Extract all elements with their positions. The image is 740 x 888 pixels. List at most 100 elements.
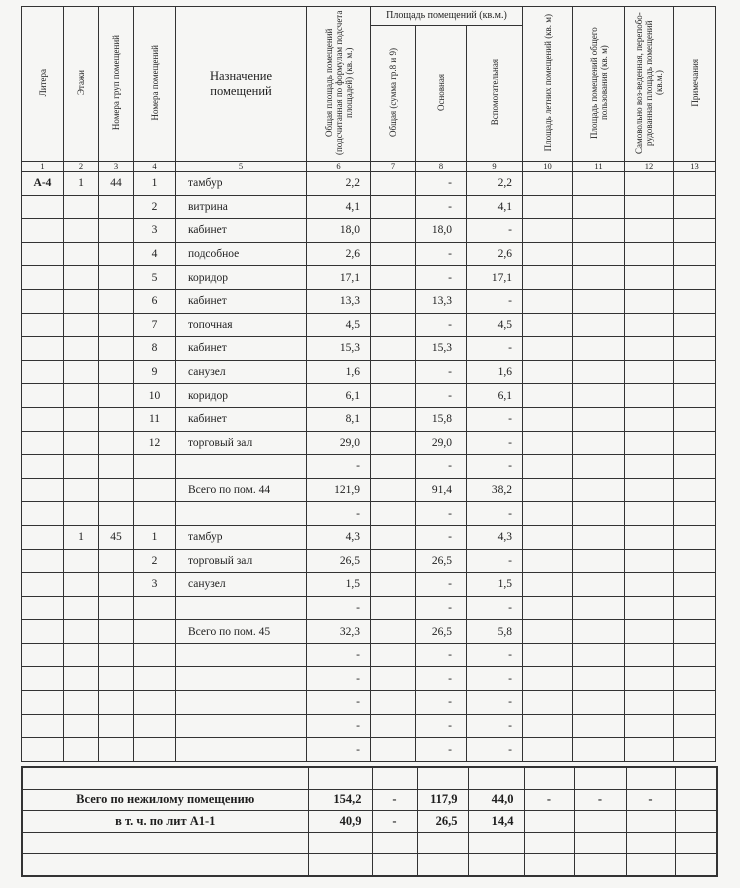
cell-area-total bbox=[370, 406, 416, 432]
cell-common-area bbox=[572, 548, 626, 574]
cell-area-aux: 6,1 bbox=[465, 383, 524, 408]
cell-common-area bbox=[572, 737, 626, 762]
cell-notes bbox=[673, 642, 717, 668]
cell-litera bbox=[21, 572, 64, 597]
cell-group-numbers bbox=[98, 737, 134, 762]
table-row: 2 витрина 4,1-4,1 bbox=[21, 194, 717, 220]
header-unauthorized-area: Самовольно воз-веденная, перепобо-рудова… bbox=[624, 6, 675, 162]
header-summer-area: Площадь летних помещений (кв. м) bbox=[522, 6, 574, 162]
summary-common-area bbox=[573, 853, 627, 876]
cell-common-area bbox=[572, 288, 626, 314]
cell-floors bbox=[63, 383, 99, 408]
column-number: 8 bbox=[415, 161, 467, 172]
cell-area-aux: 1,5 bbox=[465, 572, 524, 597]
cell-litera bbox=[21, 288, 64, 314]
summary-row: в т. ч. по лит А1-1 40,9-26,5 14,4 bbox=[21, 810, 718, 833]
cell-room-numbers: 5 bbox=[133, 265, 176, 290]
cell-summer-area bbox=[522, 383, 574, 408]
cell-area-total bbox=[370, 336, 416, 361]
cell-floors bbox=[63, 595, 99, 621]
cell-room-numbers: 6 bbox=[133, 288, 176, 314]
cell-group-numbers bbox=[98, 501, 134, 526]
cell-area-total bbox=[370, 194, 416, 220]
cell-area-total bbox=[370, 619, 416, 644]
cell-litera bbox=[21, 666, 64, 692]
cell-area-total bbox=[370, 171, 416, 196]
cell-floors: 1 bbox=[63, 171, 99, 196]
cell-unauthorized-area bbox=[624, 454, 675, 479]
cell-unauthorized-area bbox=[624, 666, 675, 692]
cell-total-area: 4,1 bbox=[306, 194, 371, 220]
cell-group-numbers bbox=[98, 194, 134, 220]
summary-area-main: 117,9 bbox=[416, 788, 469, 811]
cell-common-area bbox=[572, 194, 626, 220]
column-number: 11 bbox=[572, 161, 626, 172]
cell-area-aux: 2,6 bbox=[465, 241, 524, 267]
cell-notes bbox=[673, 241, 717, 267]
cell-floors: 1 bbox=[63, 524, 99, 550]
cell-total-area: 15,3 bbox=[306, 336, 371, 361]
header-purpose: Назначение помещений bbox=[175, 6, 307, 162]
column-number: 12 bbox=[624, 161, 675, 172]
cell-area-main: 26,5 bbox=[415, 619, 467, 644]
table-row: --- bbox=[21, 690, 717, 715]
cell-area-main: - bbox=[415, 572, 467, 597]
cell-room-numbers bbox=[133, 713, 176, 739]
cell-area-main: - bbox=[415, 454, 467, 479]
summary-notes bbox=[674, 810, 718, 833]
cell-common-area bbox=[572, 383, 626, 408]
cell-total-area: 8,1 bbox=[306, 406, 371, 432]
cell-summer-area bbox=[522, 572, 574, 597]
column-number: 3 bbox=[98, 161, 134, 172]
cell-total-area: 13,3 bbox=[306, 288, 371, 314]
table-row: 3 кабинет 18,0 18,0- bbox=[21, 218, 717, 243]
cell-group-numbers bbox=[98, 359, 134, 385]
cell-litera bbox=[21, 241, 64, 267]
table-row: 8 кабинет 15,3 15,3- bbox=[21, 336, 717, 361]
cell-common-area bbox=[572, 241, 626, 267]
summary-unauthorized-area bbox=[625, 831, 676, 854]
column-number: 10 bbox=[522, 161, 574, 172]
cell-notes bbox=[673, 524, 717, 550]
cell-floors bbox=[63, 336, 99, 361]
cell-room-numbers: 2 bbox=[133, 194, 176, 220]
cell-group-numbers bbox=[98, 548, 134, 574]
cell-area-total bbox=[370, 288, 416, 314]
cell-summer-area bbox=[522, 477, 574, 503]
cell-area-aux: - bbox=[465, 288, 524, 314]
table-row: --- bbox=[21, 501, 717, 526]
cell-unauthorized-area bbox=[624, 430, 675, 456]
cell-purpose: торговый зал bbox=[175, 548, 307, 574]
cell-area-aux: - bbox=[465, 666, 524, 692]
cell-litera bbox=[21, 430, 64, 456]
cell-notes bbox=[673, 713, 717, 739]
summary-summer-area bbox=[523, 810, 575, 833]
cell-area-total bbox=[370, 737, 416, 762]
cell-purpose: тамбур bbox=[175, 171, 307, 196]
cell-purpose: санузел bbox=[175, 359, 307, 385]
cell-notes bbox=[673, 454, 717, 479]
cell-summer-area bbox=[522, 713, 574, 739]
cell-group-numbers bbox=[98, 666, 134, 692]
cell-area-total bbox=[370, 477, 416, 503]
cell-unauthorized-area bbox=[624, 359, 675, 385]
cell-floors bbox=[63, 737, 99, 762]
cell-common-area bbox=[572, 690, 626, 715]
cell-total-area: 4,3 bbox=[306, 524, 371, 550]
cell-purpose: подсобное bbox=[175, 241, 307, 267]
cell-floors bbox=[63, 241, 99, 267]
cell-summer-area bbox=[522, 548, 574, 574]
header-litera: Литера bbox=[21, 6, 64, 162]
cell-notes bbox=[673, 666, 717, 692]
summary-row bbox=[21, 831, 718, 854]
cell-area-total bbox=[370, 548, 416, 574]
table-row: Всего по пом. 45 32,3 26,5 5,8 bbox=[21, 619, 717, 644]
cell-common-area bbox=[572, 524, 626, 550]
cell-total-area: 2,2 bbox=[306, 171, 371, 196]
cell-room-numbers: 7 bbox=[133, 312, 176, 338]
cell-total-area: 17,1 bbox=[306, 265, 371, 290]
cell-room-numbers: 10 bbox=[133, 383, 176, 408]
summary-area-aux: 44,0 bbox=[467, 788, 525, 811]
cell-unauthorized-area bbox=[624, 336, 675, 361]
cell-floors bbox=[63, 477, 99, 503]
